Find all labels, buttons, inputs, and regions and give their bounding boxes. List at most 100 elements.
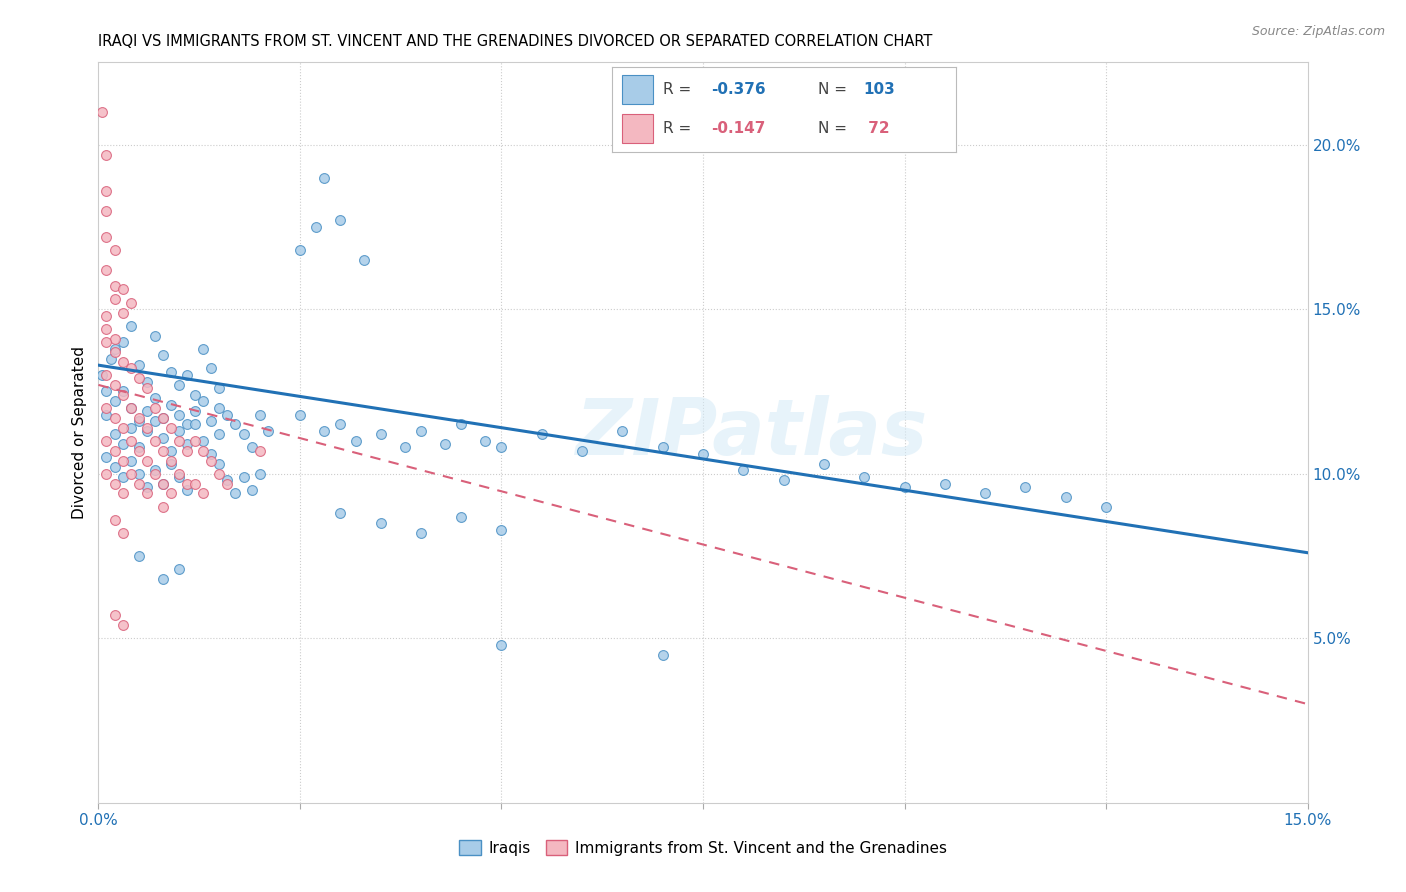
Point bbox=[143, 434, 166, 448]
Point bbox=[167, 470, 190, 484]
Point bbox=[329, 417, 352, 432]
Text: -0.147: -0.147 bbox=[711, 121, 766, 136]
Point bbox=[224, 417, 246, 432]
Text: R =: R = bbox=[664, 121, 696, 136]
Point bbox=[208, 427, 231, 442]
Point bbox=[111, 355, 134, 369]
Point bbox=[1054, 490, 1077, 504]
Point bbox=[853, 470, 876, 484]
Point bbox=[120, 467, 142, 481]
Point bbox=[128, 371, 150, 385]
Point bbox=[772, 473, 794, 487]
Text: ZIPatlas: ZIPatlas bbox=[575, 394, 928, 471]
Point bbox=[208, 401, 231, 415]
Point bbox=[120, 295, 142, 310]
Point bbox=[91, 368, 114, 382]
Point bbox=[329, 506, 352, 520]
Point bbox=[176, 443, 198, 458]
Point bbox=[240, 441, 263, 455]
Point bbox=[120, 318, 142, 333]
Point bbox=[232, 427, 254, 442]
Point bbox=[256, 424, 278, 438]
Point bbox=[128, 414, 150, 428]
Point bbox=[249, 408, 271, 422]
Point bbox=[135, 420, 157, 434]
Bar bbox=[621, 76, 652, 104]
Point bbox=[167, 378, 190, 392]
Point bbox=[96, 147, 118, 161]
Point bbox=[152, 476, 174, 491]
Point bbox=[103, 378, 125, 392]
Point bbox=[152, 431, 174, 445]
Point bbox=[193, 342, 215, 356]
Text: -0.376: -0.376 bbox=[711, 82, 766, 97]
Point bbox=[96, 203, 118, 218]
Point bbox=[176, 417, 198, 432]
Point bbox=[143, 414, 166, 428]
Point bbox=[135, 381, 157, 395]
Point bbox=[96, 184, 118, 198]
Point bbox=[96, 408, 118, 422]
Point bbox=[176, 483, 198, 498]
Point bbox=[450, 417, 472, 432]
Point bbox=[733, 463, 755, 477]
Point bbox=[103, 427, 125, 442]
Point bbox=[232, 470, 254, 484]
Point bbox=[143, 463, 166, 477]
Point bbox=[120, 420, 142, 434]
Point bbox=[135, 404, 157, 418]
Legend: Iraqis, Immigrants from St. Vincent and the Grenadines: Iraqis, Immigrants from St. Vincent and … bbox=[453, 834, 953, 862]
Point bbox=[160, 453, 183, 467]
Text: IRAQI VS IMMIGRANTS FROM ST. VINCENT AND THE GRENADINES DIVORCED OR SEPARATED CO: IRAQI VS IMMIGRANTS FROM ST. VINCENT AND… bbox=[98, 34, 932, 49]
Text: Source: ZipAtlas.com: Source: ZipAtlas.com bbox=[1251, 25, 1385, 38]
Point bbox=[135, 424, 157, 438]
Point bbox=[103, 342, 125, 356]
Point bbox=[135, 453, 157, 467]
Point bbox=[103, 410, 125, 425]
Point bbox=[111, 526, 134, 541]
Point bbox=[96, 384, 118, 399]
Point bbox=[208, 457, 231, 471]
Point bbox=[160, 420, 183, 434]
Point bbox=[103, 243, 125, 257]
Point bbox=[200, 361, 222, 376]
Point bbox=[143, 401, 166, 415]
Point bbox=[167, 467, 190, 481]
Point bbox=[208, 467, 231, 481]
Point bbox=[167, 424, 190, 438]
Point bbox=[200, 447, 222, 461]
Point bbox=[128, 410, 150, 425]
Point bbox=[176, 368, 198, 382]
Point bbox=[128, 467, 150, 481]
Point bbox=[103, 443, 125, 458]
Point bbox=[96, 309, 118, 323]
Point bbox=[240, 483, 263, 498]
Point bbox=[103, 293, 125, 307]
Point bbox=[184, 417, 207, 432]
Point bbox=[651, 648, 673, 662]
Point bbox=[100, 351, 122, 366]
Point bbox=[193, 394, 215, 409]
Point bbox=[120, 434, 142, 448]
Point bbox=[120, 453, 142, 467]
Point bbox=[160, 486, 183, 500]
Point bbox=[314, 170, 336, 185]
Point bbox=[1095, 500, 1118, 514]
Point bbox=[96, 230, 118, 244]
Point bbox=[103, 476, 125, 491]
Point bbox=[530, 427, 553, 442]
Point bbox=[152, 572, 174, 586]
Point bbox=[96, 262, 118, 277]
Point bbox=[974, 486, 997, 500]
Point bbox=[111, 486, 134, 500]
Point bbox=[143, 328, 166, 343]
Point bbox=[217, 408, 239, 422]
Point bbox=[128, 476, 150, 491]
Point bbox=[111, 283, 134, 297]
Point bbox=[103, 608, 125, 623]
Point bbox=[692, 447, 714, 461]
Point bbox=[143, 391, 166, 405]
Point bbox=[103, 460, 125, 475]
Point bbox=[200, 453, 222, 467]
Point bbox=[224, 486, 246, 500]
